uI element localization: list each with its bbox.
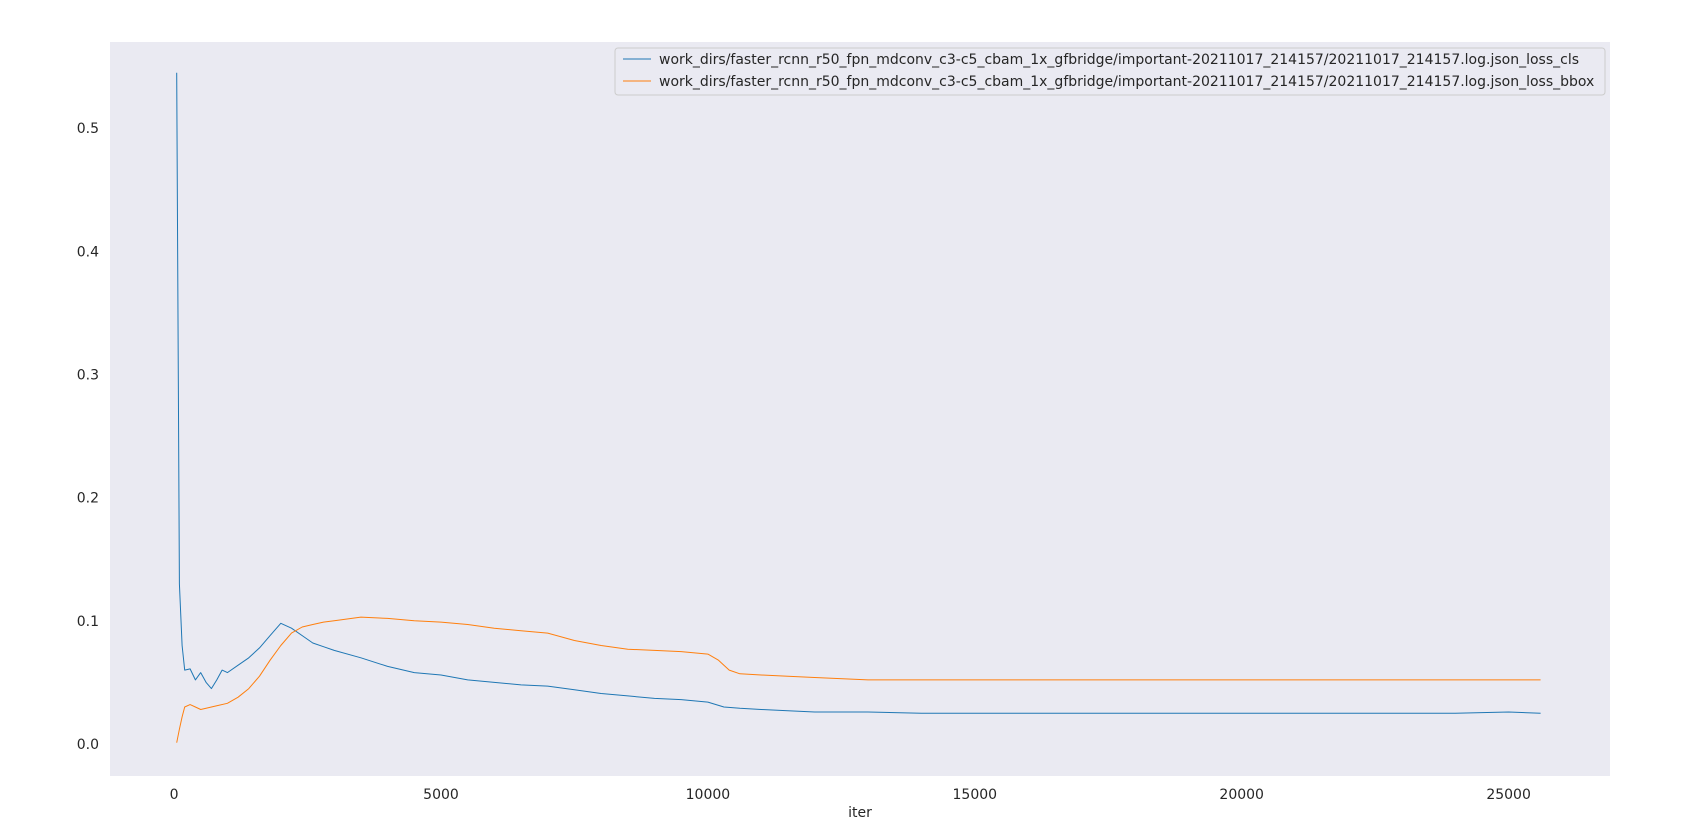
x-tick-label: 0: [170, 787, 179, 803]
y-tick-label: 0.3: [77, 368, 99, 384]
x-tick-label: 5000: [423, 787, 459, 803]
x-tick-label: 20000: [1219, 787, 1264, 803]
x-tick-labels: 0 5000 10000 15000 20000 25000: [170, 787, 1531, 803]
x-tick-label: 10000: [686, 787, 731, 803]
series-line-loss-bbox: [176, 616, 1541, 743]
y-tick-label: 0.2: [77, 491, 99, 507]
series-line-loss-cls: [176, 72, 1541, 714]
legend-label-loss-bbox: work_dirs/faster_rcnn_r50_fpn_mdconv_c3-…: [659, 74, 1594, 90]
legend: work_dirs/faster_rcnn_r50_fpn_mdconv_c3-…: [614, 47, 1606, 96]
legend-label-loss-cls: work_dirs/faster_rcnn_r50_fpn_mdconv_c3-…: [659, 52, 1579, 68]
y-tick-labels: 0.0 0.1 0.2 0.3 0.4 0.5: [77, 121, 99, 753]
x-tick-label: 15000: [953, 787, 998, 803]
y-tick-label: 0.5: [77, 121, 99, 137]
y-tick-label: 0.4: [77, 244, 99, 260]
y-tick-label: 0.0: [77, 737, 99, 753]
x-tick-label: 25000: [1486, 787, 1531, 803]
legend-box: [614, 47, 1606, 96]
plot-area: [110, 42, 1610, 776]
x-axis-label: iter: [848, 805, 872, 821]
y-tick-label: 0.1: [77, 614, 99, 630]
series-layer: [176, 72, 1541, 743]
